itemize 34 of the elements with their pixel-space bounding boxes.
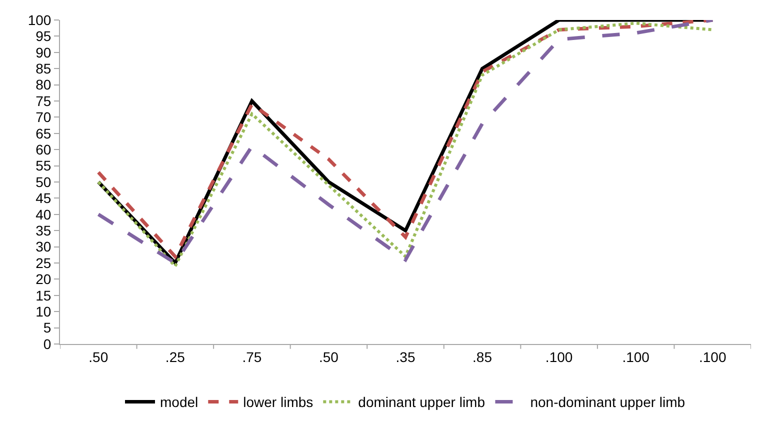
y-tick-label: 45 — [36, 190, 52, 206]
x-tick-label: .35 — [396, 348, 416, 365]
legend-label: lower limbs — [243, 394, 314, 410]
x-tick-label: .75 — [242, 348, 262, 365]
y-tick-label: 30 — [36, 238, 52, 255]
y-tick-label: 65 — [36, 125, 52, 142]
x-tick-label: .50 — [88, 348, 108, 365]
x-tick-label: .25 — [165, 348, 186, 365]
y-tick-label: 100 — [28, 12, 52, 28]
legend-label: non-dominant upper limb — [530, 394, 686, 410]
y-tick-label: 25 — [36, 254, 52, 271]
y-tick-label: 35 — [36, 222, 52, 238]
y-tick-label: 90 — [36, 44, 52, 60]
y-tick-label: 5 — [43, 320, 52, 336]
x-tick-label: .50 — [318, 348, 339, 365]
y-tick-label: 60 — [36, 142, 52, 158]
y-tick-label: 10 — [36, 304, 52, 320]
legend-label: dominant upper limb — [358, 394, 486, 410]
y-tick-label: 50 — [36, 174, 52, 190]
y-tick-label: 75 — [36, 92, 52, 109]
y-tick-label: 95 — [36, 28, 52, 44]
x-tick-label: .100 — [698, 348, 726, 365]
y-tick-label: 80 — [36, 76, 52, 93]
y-tick-label: 70 — [36, 109, 52, 126]
y-tick-label: 15 — [36, 287, 52, 304]
x-tick-label: .100 — [622, 348, 650, 365]
y-tick-label: 0 — [43, 336, 52, 352]
y-tick-label: 40 — [36, 206, 52, 222]
y-tick-label: 85 — [36, 60, 52, 76]
x-tick-label: .85 — [472, 348, 492, 365]
legend-label: model — [160, 394, 198, 410]
y-tick-label: 20 — [36, 271, 52, 288]
x-tick-label: .100 — [545, 348, 573, 365]
y-tick-label: 55 — [36, 158, 52, 174]
